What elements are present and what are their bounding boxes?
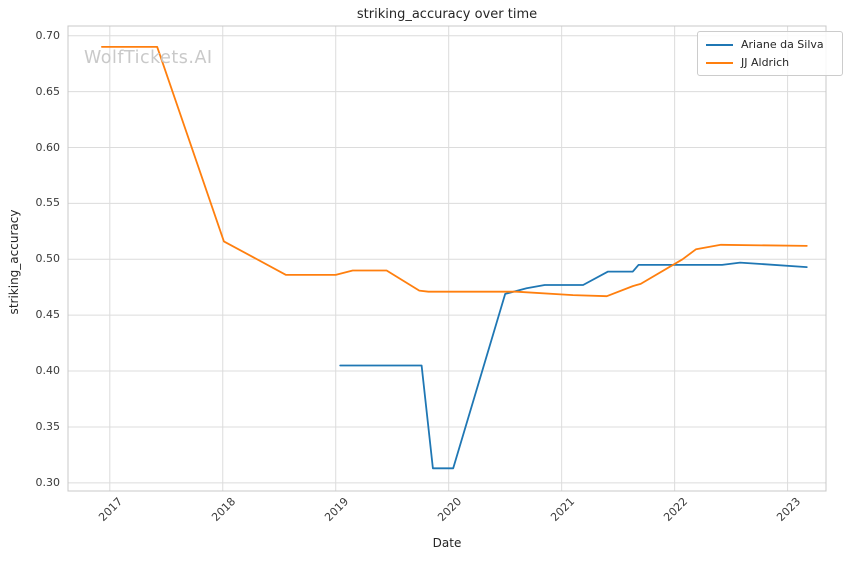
chart-title: striking_accuracy over time: [356, 7, 538, 22]
legend-label: Ariane da Silva: [741, 38, 824, 51]
watermark: WolfTickets.AI: [84, 48, 213, 68]
y-tick-label: 0.40: [35, 364, 61, 378]
plot-border: [67, 25, 827, 492]
y-tick-label: 0.65: [35, 84, 61, 98]
y-axis-label: striking_accuracy: [7, 209, 21, 315]
series-line-ariane-da-silva: [339, 261, 808, 470]
legend-line-swatch-orange: [706, 61, 733, 64]
legend-label: JJ Aldrich: [741, 56, 790, 69]
y-tick-label: 0.55: [35, 196, 61, 210]
y-tick-label: 0.30: [35, 475, 61, 489]
y-tick-label: 0.45: [35, 308, 61, 322]
legend-item-jj-aldrich: JJ Aldrich: [706, 56, 833, 69]
series-line-jj-aldrich: [101, 46, 808, 298]
x-axis-label: Date: [432, 536, 462, 550]
gridlines: [68, 26, 826, 491]
y-tick-label: 0.50: [35, 252, 61, 266]
legend-line-swatch-blue: [706, 43, 733, 46]
y-tick-label: 0.70: [35, 28, 61, 42]
legend: Ariane da Silva JJ Aldrich: [697, 31, 843, 76]
y-tick-label: 0.35: [35, 419, 61, 433]
y-tick-label: 0.60: [35, 140, 61, 154]
legend-item-ariane-da-silva: Ariane da Silva: [706, 38, 833, 51]
